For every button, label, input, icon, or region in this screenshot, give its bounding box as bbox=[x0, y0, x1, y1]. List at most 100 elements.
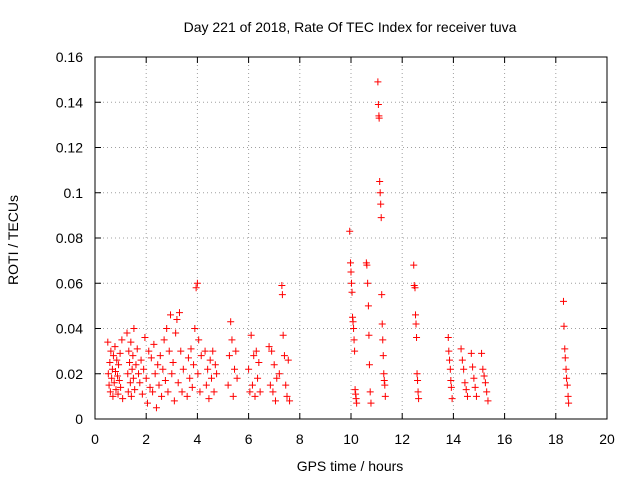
data-point bbox=[447, 377, 455, 385]
data-point bbox=[116, 349, 124, 357]
data-point bbox=[286, 397, 294, 405]
data-point bbox=[365, 331, 373, 339]
data-point bbox=[118, 336, 126, 344]
data-point bbox=[127, 392, 135, 400]
x-tick-label: 6 bbox=[245, 431, 253, 447]
data-point bbox=[115, 361, 123, 369]
data-point bbox=[213, 370, 221, 378]
data-point bbox=[351, 347, 359, 355]
data-point bbox=[378, 320, 386, 328]
data-point bbox=[279, 331, 287, 339]
data-point bbox=[363, 261, 371, 269]
data-point bbox=[168, 370, 176, 378]
data-point bbox=[175, 309, 183, 317]
data-point bbox=[377, 214, 385, 222]
data-point bbox=[561, 354, 569, 362]
data-point bbox=[110, 379, 118, 387]
data-point bbox=[445, 347, 453, 355]
data-point bbox=[178, 388, 186, 396]
data-point bbox=[186, 374, 194, 382]
data-point bbox=[413, 370, 421, 378]
y-tick-label: 0.08 bbox=[56, 230, 83, 246]
data-point bbox=[380, 370, 388, 378]
data-point bbox=[256, 388, 264, 396]
y-tick-label: 0.14 bbox=[56, 94, 83, 110]
data-point bbox=[378, 291, 386, 299]
data-point bbox=[104, 370, 112, 378]
data-point bbox=[225, 352, 233, 360]
data-point bbox=[271, 397, 279, 405]
data-point bbox=[246, 388, 254, 396]
data-point bbox=[138, 390, 146, 398]
data-point bbox=[414, 388, 422, 396]
data-point bbox=[366, 388, 374, 396]
y-tick-label: 0.12 bbox=[56, 140, 83, 156]
x-tick-label: 14 bbox=[446, 431, 462, 447]
data-point bbox=[165, 347, 173, 355]
data-point bbox=[128, 365, 136, 373]
data-point bbox=[154, 361, 162, 369]
data-point bbox=[129, 352, 137, 360]
data-point bbox=[232, 347, 240, 355]
data-point bbox=[278, 282, 286, 290]
data-point bbox=[255, 358, 263, 366]
data-point bbox=[364, 279, 372, 287]
data-point bbox=[349, 318, 357, 326]
x-tick-label: 8 bbox=[296, 431, 304, 447]
data-point bbox=[211, 361, 219, 369]
data-point bbox=[129, 374, 137, 382]
data-point bbox=[471, 383, 479, 391]
data-point bbox=[224, 381, 232, 389]
data-point bbox=[380, 377, 388, 385]
data-point bbox=[283, 392, 291, 400]
data-point bbox=[381, 381, 389, 389]
data-point bbox=[133, 345, 141, 353]
data-point bbox=[124, 370, 132, 378]
data-point bbox=[381, 392, 389, 400]
data-point bbox=[146, 383, 154, 391]
y-tick-label: 0.16 bbox=[56, 49, 83, 65]
data-point bbox=[229, 392, 237, 400]
data-point bbox=[446, 365, 454, 373]
data-point bbox=[560, 322, 568, 330]
data-point bbox=[367, 399, 375, 407]
data-point bbox=[160, 336, 168, 344]
data-point bbox=[201, 347, 209, 355]
data-point bbox=[460, 365, 468, 373]
x-tick-label: 16 bbox=[497, 431, 513, 447]
data-point bbox=[364, 302, 372, 310]
x-tick-label: 18 bbox=[548, 431, 564, 447]
data-point bbox=[379, 336, 387, 344]
data-point bbox=[352, 395, 360, 403]
y-tick-label: 0.06 bbox=[56, 275, 83, 291]
axis-ticks: 0 2 4 6 8 10 12 14 16 18 20 0 0.02 0.04 0.06 0.08 0.1 0.1… bbox=[56, 49, 615, 447]
data-point bbox=[446, 356, 454, 364]
y-tick-label: 0.04 bbox=[56, 321, 83, 337]
data-point bbox=[195, 336, 203, 344]
data-point bbox=[349, 313, 357, 321]
data-point bbox=[190, 361, 198, 369]
data-point bbox=[192, 284, 200, 292]
data-point bbox=[107, 347, 115, 355]
data-point bbox=[413, 334, 421, 342]
data-point bbox=[209, 347, 217, 355]
data-point bbox=[117, 383, 125, 391]
data-point bbox=[105, 381, 113, 389]
data-point bbox=[145, 347, 153, 355]
data-point bbox=[414, 377, 422, 385]
x-tick-label: 10 bbox=[343, 431, 359, 447]
x-axis-label: GPS time / hours bbox=[297, 458, 404, 474]
data-point bbox=[147, 354, 155, 362]
data-point bbox=[167, 311, 175, 319]
data-point bbox=[132, 361, 140, 369]
y-tick-label: 0.1 bbox=[64, 185, 84, 201]
data-point bbox=[353, 399, 361, 407]
data-point bbox=[202, 381, 210, 389]
data-point bbox=[251, 392, 259, 400]
data-point bbox=[140, 365, 148, 373]
data-point bbox=[179, 365, 187, 373]
data-point bbox=[183, 392, 191, 400]
data-point bbox=[565, 399, 573, 407]
data-point bbox=[472, 392, 480, 400]
data-point bbox=[170, 397, 178, 405]
